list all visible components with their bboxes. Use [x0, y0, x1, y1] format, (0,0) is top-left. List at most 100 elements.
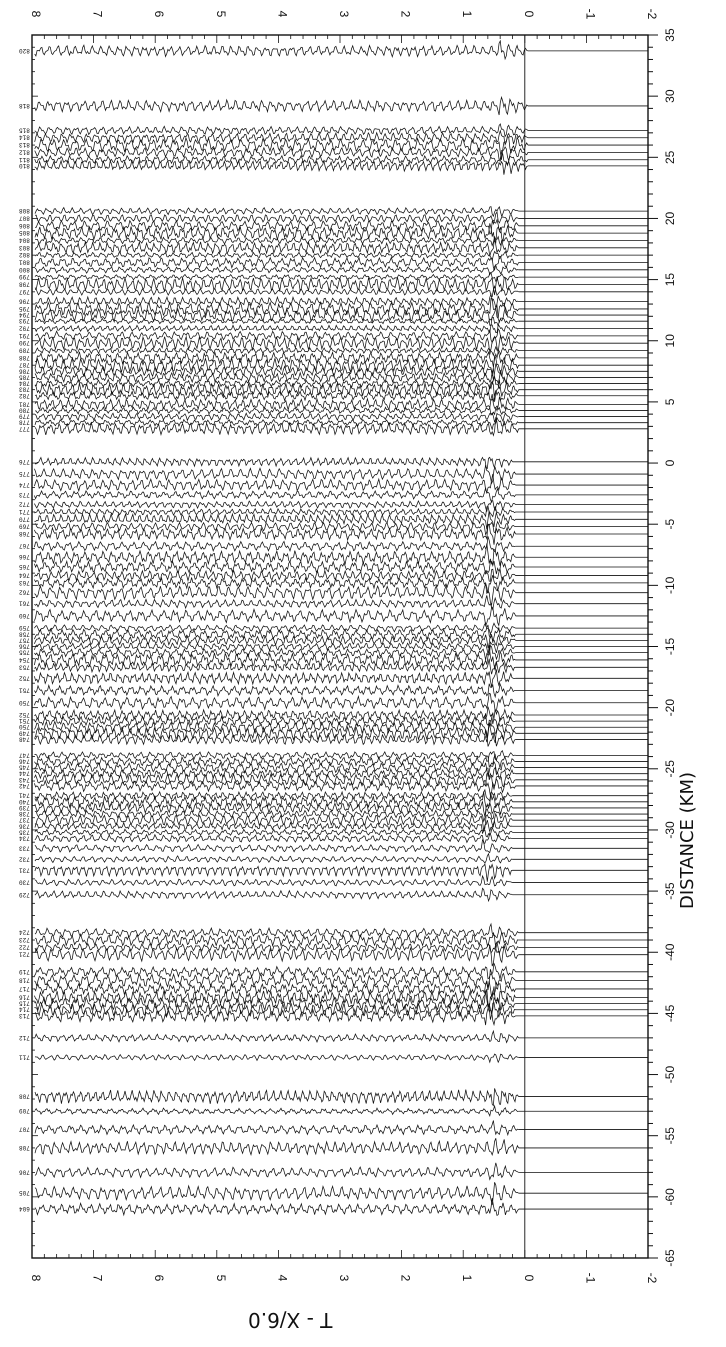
- trace-777: [34, 417, 519, 437]
- trace-label-757: 757: [19, 636, 30, 643]
- y-tick-label-top: 3: [337, 11, 351, 18]
- trace-label-738: 738: [19, 810, 30, 817]
- trace-711: [34, 1053, 519, 1064]
- trace-label-794: 794: [19, 311, 30, 318]
- x-tick-label: -20: [663, 699, 677, 717]
- axis-ticks: -65-60-55-50-45-40-35-30-25-20-15-10-505…: [29, 9, 677, 1284]
- trace-705: [34, 1182, 519, 1206]
- trace-label-797: 797: [19, 288, 30, 295]
- y-tick-label-top: 2: [399, 11, 413, 18]
- trace-label-719: 719: [19, 968, 30, 975]
- trace-label-604: 604: [19, 1205, 30, 1212]
- trace-label-788: 788: [19, 354, 30, 361]
- trace-773: [34, 487, 516, 504]
- x-tick-label: -25: [663, 760, 677, 778]
- trace-747: [34, 750, 516, 762]
- trace-771: [34, 506, 516, 518]
- x-tick-label: 35: [663, 28, 677, 42]
- trace-label-762: 762: [19, 589, 30, 596]
- trace-763: [34, 575, 516, 594]
- trace-756: [34, 641, 516, 655]
- x-tick-label: -40: [663, 943, 677, 961]
- trace-749: [34, 723, 516, 744]
- trace-label-736: 736: [19, 822, 30, 829]
- x-tick-label: 5: [663, 398, 677, 405]
- trace-label-795: 795: [19, 305, 30, 312]
- trace-label-811: 811: [19, 156, 30, 163]
- trace-815: [34, 123, 529, 138]
- trace-707: [34, 1120, 519, 1137]
- trace-label-785: 785: [19, 373, 30, 380]
- trace-label-743: 743: [19, 776, 30, 783]
- trace-label-815: 815: [19, 126, 30, 133]
- x-tick-label: 0: [663, 459, 677, 466]
- trace-780: [34, 405, 519, 416]
- trace-766: [34, 543, 516, 566]
- trace-814: [34, 129, 529, 147]
- trace-label-771: 771: [19, 508, 30, 515]
- trace-label-778: 778: [19, 419, 30, 426]
- trace-750: [34, 719, 516, 738]
- trace-806: [34, 218, 519, 235]
- trace-805: [34, 223, 519, 244]
- trace-776: [34, 456, 513, 470]
- x-tick-label: 30: [663, 89, 677, 103]
- x-axis-title-text: DISTANCE (KM): [676, 771, 698, 909]
- trace-709: [34, 1104, 519, 1117]
- trace-label-717: 717: [19, 985, 30, 992]
- trace-792: [34, 323, 519, 334]
- trace-743: [34, 772, 516, 791]
- trace-label-740: 740: [19, 798, 30, 805]
- trace-736: [34, 819, 513, 834]
- trace-765: [34, 559, 516, 575]
- y-axis-title-text: T - X/6.0: [247, 1308, 333, 1332]
- trace-label-724: 724: [19, 929, 30, 936]
- trace-802: [34, 250, 519, 262]
- trace-label-792: 792: [19, 325, 30, 332]
- trace-label-814: 814: [19, 134, 30, 141]
- trace-label-807: 807: [19, 214, 30, 221]
- trace-758: [34, 624, 516, 643]
- trace-label-772: 772: [19, 501, 30, 508]
- trace-772: [34, 500, 516, 512]
- trace-label-749: 749: [19, 729, 30, 736]
- trace-label-796: 796: [19, 298, 30, 305]
- trace-label-744: 744: [19, 770, 30, 777]
- trace-label-709: 709: [19, 1107, 30, 1114]
- trace-label-786: 786: [19, 367, 30, 374]
- trace-798: [34, 276, 519, 296]
- trace-713: [34, 1007, 516, 1027]
- trace-604: [34, 1197, 519, 1217]
- trace-716: [34, 986, 516, 1010]
- x-tick-label: -45: [663, 1004, 677, 1022]
- trace-label-713: 713: [19, 1012, 30, 1019]
- trace-label-739: 739: [19, 804, 30, 811]
- y-tick-label-bottom: 4: [275, 1275, 289, 1282]
- trace-767: [34, 536, 516, 553]
- trace-755: [34, 644, 516, 661]
- trace-label-741: 741: [19, 792, 30, 799]
- x-tick-label: 25: [663, 150, 677, 164]
- trace-label-752: 752: [19, 711, 30, 718]
- trace-label-805: 805: [19, 229, 30, 236]
- trace-label-781: 781: [19, 400, 30, 407]
- trace-759: [34, 622, 516, 635]
- trace-label-783: 783: [19, 386, 30, 393]
- trace-label-793: 793: [19, 317, 30, 324]
- trace-808: [34, 206, 519, 218]
- trace-label-737: 737: [19, 816, 30, 823]
- trace-label-779: 779: [19, 413, 30, 420]
- trace-label-761: 761: [19, 600, 30, 607]
- y-tick-label-bottom: 1: [460, 1275, 474, 1282]
- trace-742: [34, 778, 516, 796]
- trace-706: [34, 1162, 519, 1181]
- trace-label-706: 706: [19, 1168, 30, 1175]
- trace-label-711: 711: [19, 1053, 30, 1060]
- trace-731: [34, 862, 513, 882]
- trace-label-806: 806: [19, 222, 30, 229]
- x-axis-title: DISTANCE (KM): [672, 740, 702, 940]
- trace-label-780: 780: [19, 406, 30, 413]
- trace-800: [34, 264, 519, 276]
- trace-label-714: 714: [19, 1006, 30, 1013]
